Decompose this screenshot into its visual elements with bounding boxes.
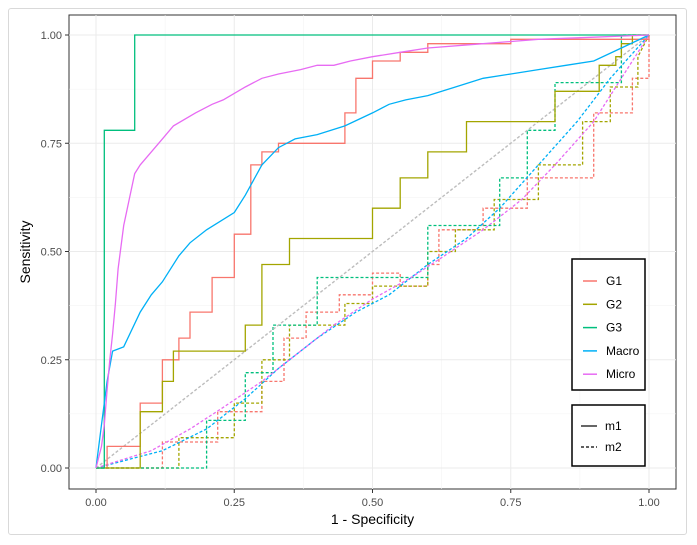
x-tick-label: 1.00	[638, 497, 659, 509]
series-line-macro-m1	[95, 34, 650, 469]
series-line-g3-m2	[96, 34, 649, 469]
linetype-legend-box	[571, 404, 646, 467]
series-line-micro-m2	[95, 34, 650, 469]
color-legend: G1 G2 G3 Macro Micro	[571, 258, 646, 391]
legend-label-g3: G3	[606, 321, 622, 335]
series-line-macro-m2	[95, 34, 650, 469]
series-line-g1-m2	[96, 35, 650, 469]
y-tick-label: 0.25	[41, 355, 62, 367]
legend-label-m2: m2	[605, 440, 622, 454]
x-tick-label: 0.50	[362, 497, 383, 509]
series-line-micro-m1	[95, 34, 650, 469]
legend-label-g1: G1	[606, 274, 622, 288]
y-tick-label: 0.00	[41, 463, 62, 475]
x-axis-title: 1 - Specificity	[331, 511, 414, 527]
y-tick-label: 0.75	[41, 138, 62, 150]
legend-label-g2: G2	[606, 297, 622, 311]
linetype-legend: m1 m2	[571, 404, 646, 467]
y-tick-label: 0.50	[41, 247, 62, 259]
series-layer	[95, 34, 650, 469]
diagonal-reference-line	[95, 34, 650, 469]
legend-label-macro: Macro	[606, 344, 640, 358]
axis-ticks: 0.00 0.00 0.25 0.25 0.50 0.50 0.75 0.75 1.00 1.00	[41, 30, 660, 509]
y-tick-label: 1.00	[41, 30, 62, 42]
legend-label-m1: m1	[605, 419, 622, 433]
series-line-g2-m1	[96, 34, 649, 469]
x-tick-label: 0.75	[500, 497, 521, 509]
x-tick-label: 0.25	[224, 497, 245, 509]
y-axis-title: Sensitivity	[17, 220, 33, 283]
series-line-g3-m1	[96, 34, 649, 469]
legend-label-micro: Micro	[606, 367, 636, 381]
x-tick-label: 0.00	[85, 497, 106, 509]
